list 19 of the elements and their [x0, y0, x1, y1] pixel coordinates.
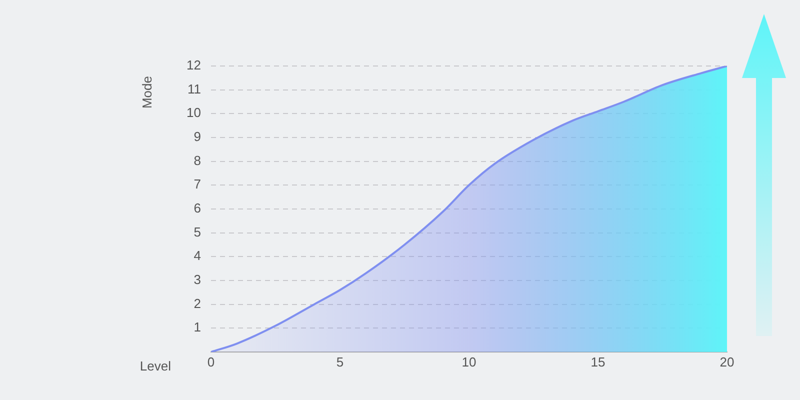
y-tick-label: 8: [194, 152, 201, 168]
y-axis-title: Mode: [140, 76, 155, 109]
y-tick-label: 6: [194, 200, 201, 216]
y-tick-label: 5: [194, 224, 201, 240]
y-tick-label: 4: [194, 248, 201, 264]
y-tick-label: 1: [194, 320, 201, 335]
y-tick-label: 11: [188, 81, 201, 96]
y-tick-label: 3: [194, 272, 201, 288]
x-axis-title: Level: [140, 358, 172, 374]
x-tick-label: 0: [207, 354, 215, 370]
y-tick-label: 7: [194, 176, 201, 192]
y-tick-label: 12: [186, 58, 201, 73]
y-tick-label: 10: [186, 105, 201, 120]
x-tick-label: 20: [720, 354, 734, 370]
y-tick-label: 2: [194, 296, 201, 311]
x-tick-label: 5: [336, 354, 344, 370]
x-tick-label: 10: [462, 354, 476, 370]
x-tick-label: 15: [590, 354, 606, 370]
y-tick-label: 9: [194, 129, 201, 144]
